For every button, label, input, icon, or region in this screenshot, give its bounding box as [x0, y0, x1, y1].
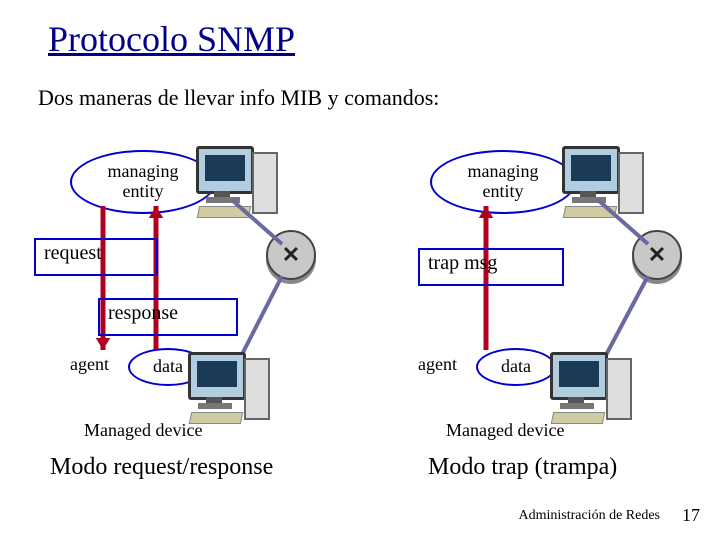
right-managed-device-label: Managed device: [446, 420, 564, 441]
data-text: data: [501, 357, 531, 377]
right-data-ellipse: data: [476, 348, 556, 386]
footer-text: Administración de Redes: [518, 508, 660, 524]
request-label: request: [34, 238, 158, 276]
left-agent-label: agent: [70, 354, 109, 375]
left-mode-label: Modo request/response: [50, 454, 273, 481]
data-text: data: [153, 357, 183, 377]
left-link-top: [220, 188, 294, 256]
right-managing-entity-label: managingentity: [430, 150, 576, 214]
right-agent-label: agent: [418, 354, 457, 375]
left-managed-device-label: Managed device: [84, 420, 202, 441]
right-link-top: [586, 188, 660, 256]
left-bottom-computer-icon: [188, 352, 272, 424]
left-request-arrow: [91, 194, 115, 362]
trap-msg-label: trap msg: [418, 248, 564, 286]
response-label: response: [98, 298, 238, 336]
diagram-stage: managingentity ✕ request response agent …: [0, 0, 720, 540]
right-bottom-computer-icon: [550, 352, 634, 424]
right-mode-label: Modo trap (trampa): [428, 454, 617, 481]
footer-page-number: 17: [682, 505, 700, 526]
left-response-arrow: [144, 194, 168, 362]
